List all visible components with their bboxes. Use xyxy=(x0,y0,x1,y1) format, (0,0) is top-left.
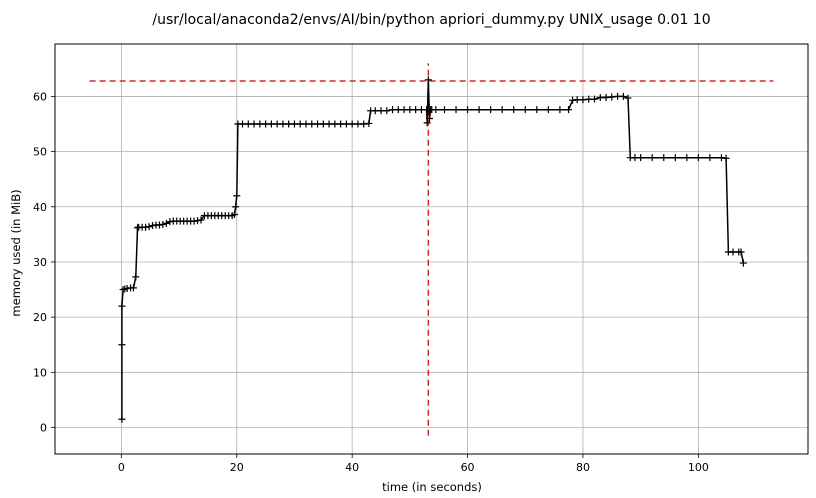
y-tick-label: 40 xyxy=(33,201,47,214)
data-point xyxy=(423,119,431,127)
data-point xyxy=(660,154,668,162)
data-point xyxy=(132,273,140,281)
data-point xyxy=(739,259,747,267)
data-point xyxy=(425,114,433,122)
data-point xyxy=(591,95,599,103)
x-axis-label: time (in seconds) xyxy=(382,480,482,494)
data-point xyxy=(232,203,240,211)
data-point xyxy=(521,106,529,114)
data-point xyxy=(230,211,238,219)
x-tick-label: 20 xyxy=(230,461,244,474)
data-point xyxy=(556,106,564,114)
data-point xyxy=(383,107,391,115)
data-point xyxy=(533,106,541,114)
data-point xyxy=(487,106,495,114)
x-tick-label: 100 xyxy=(688,461,709,474)
data-point xyxy=(145,223,153,231)
data-point xyxy=(648,154,656,162)
memory-line xyxy=(121,79,745,420)
data-point xyxy=(159,220,167,228)
data-point xyxy=(118,341,126,349)
chart-title: /usr/local/anaconda2/envs/AI/bin/python … xyxy=(152,12,710,28)
data-point xyxy=(565,106,573,114)
data-point xyxy=(694,154,702,162)
data-point xyxy=(498,106,506,114)
x-tick-label: 40 xyxy=(345,461,359,474)
data-point xyxy=(671,154,679,162)
series-memory xyxy=(121,79,745,420)
data-point xyxy=(510,106,518,114)
y-tick-label: 50 xyxy=(33,146,47,159)
data-point xyxy=(722,154,730,162)
x-tick-label: 80 xyxy=(576,461,590,474)
y-tick-label: 0 xyxy=(40,422,47,435)
data-point xyxy=(129,284,137,292)
x-axis-ticks: 0 20 40 60 80 100 xyxy=(118,454,709,474)
data-points xyxy=(118,76,747,423)
data-point xyxy=(452,106,460,114)
data-point xyxy=(162,219,170,227)
data-point xyxy=(197,216,205,224)
y-tick-label: 60 xyxy=(33,90,47,103)
y-axis-ticks: 0 10 20 30 40 50 60 xyxy=(33,90,55,435)
y-tick-label: 30 xyxy=(33,256,47,269)
y-tick-label: 10 xyxy=(33,366,47,379)
data-point xyxy=(624,94,632,102)
data-point xyxy=(475,106,483,114)
data-point xyxy=(544,106,552,114)
data-point xyxy=(619,92,627,100)
x-tick-label: 60 xyxy=(461,461,475,474)
data-point xyxy=(118,302,126,310)
x-tick-label: 0 xyxy=(118,461,125,474)
data-point xyxy=(424,76,432,84)
data-point xyxy=(233,192,241,200)
data-point xyxy=(706,154,714,162)
plot-frame xyxy=(54,43,809,455)
data-point xyxy=(464,106,472,114)
data-point xyxy=(365,119,373,127)
data-point xyxy=(683,154,691,162)
grid-lines xyxy=(55,44,808,454)
data-point xyxy=(440,106,448,114)
data-point xyxy=(118,415,126,423)
y-tick-label: 20 xyxy=(33,311,47,324)
data-point xyxy=(432,106,440,114)
data-point xyxy=(737,248,745,256)
y-axis-label: memory used (in MiB) xyxy=(9,189,23,316)
data-point xyxy=(637,154,645,162)
